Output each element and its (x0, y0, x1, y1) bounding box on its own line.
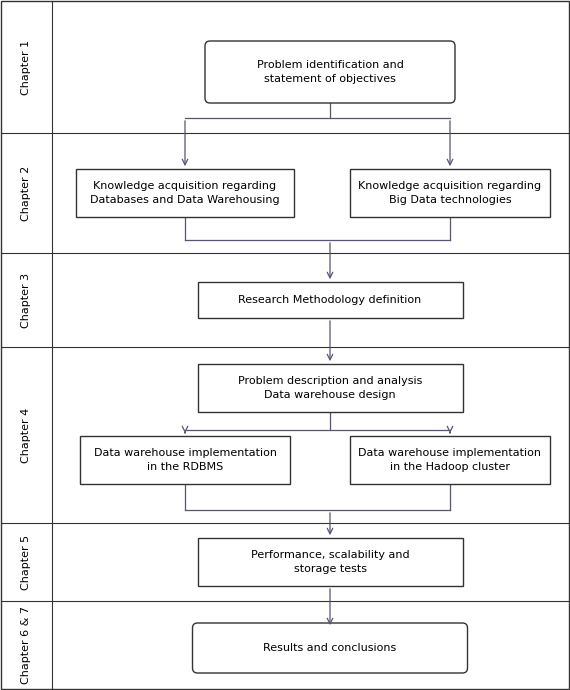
Text: Performance, scalability and
storage tests: Performance, scalability and storage tes… (251, 551, 409, 573)
Text: Chapter 2: Chapter 2 (21, 166, 31, 221)
Text: Data warehouse implementation
in the Hadoop cluster: Data warehouse implementation in the Had… (359, 448, 542, 471)
Text: Chapter 1: Chapter 1 (21, 39, 31, 95)
Text: Chapter 5: Chapter 5 (21, 535, 31, 589)
Bar (76, 169, 294, 217)
Text: Chapter 6 & 7: Chapter 6 & 7 (21, 606, 31, 684)
Text: Problem identification and
statement of objectives: Problem identification and statement of … (256, 61, 404, 83)
Bar (350, 169, 550, 217)
Bar (197, 282, 462, 318)
FancyBboxPatch shape (205, 41, 455, 103)
Text: Knowledge acquisition regarding
Big Data technologies: Knowledge acquisition regarding Big Data… (359, 181, 542, 205)
Bar (350, 436, 550, 484)
FancyBboxPatch shape (193, 623, 467, 673)
Text: Knowledge acquisition regarding
Databases and Data Warehousing: Knowledge acquisition regarding Database… (90, 181, 280, 205)
Bar (80, 436, 290, 484)
Text: Chapter 4: Chapter 4 (21, 407, 31, 462)
Text: Chapter 3: Chapter 3 (21, 273, 31, 328)
Text: Problem description and analysis
Data warehouse design: Problem description and analysis Data wa… (238, 377, 422, 400)
Text: Data warehouse implementation
in the RDBMS: Data warehouse implementation in the RDB… (93, 448, 276, 471)
Bar (197, 364, 462, 412)
Text: Results and conclusions: Results and conclusions (263, 643, 397, 653)
Text: Research Methodology definition: Research Methodology definition (238, 295, 422, 305)
Bar (197, 538, 462, 586)
